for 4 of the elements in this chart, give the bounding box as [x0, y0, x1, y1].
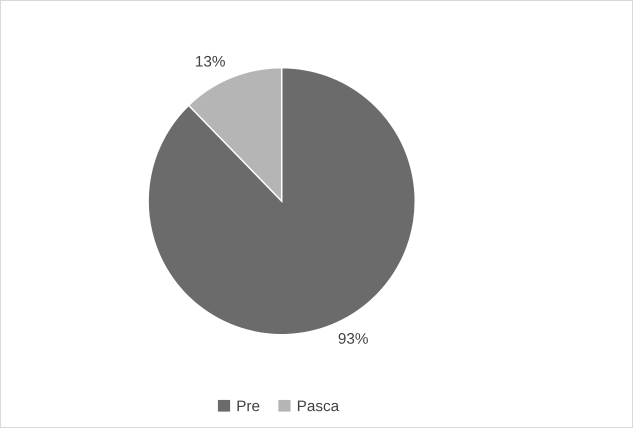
data-label: 13%	[196, 56, 225, 67]
legend-label: Pre	[237, 400, 260, 412]
legend-label: Pasca	[298, 400, 340, 412]
data-label: 93%	[338, 333, 368, 344]
